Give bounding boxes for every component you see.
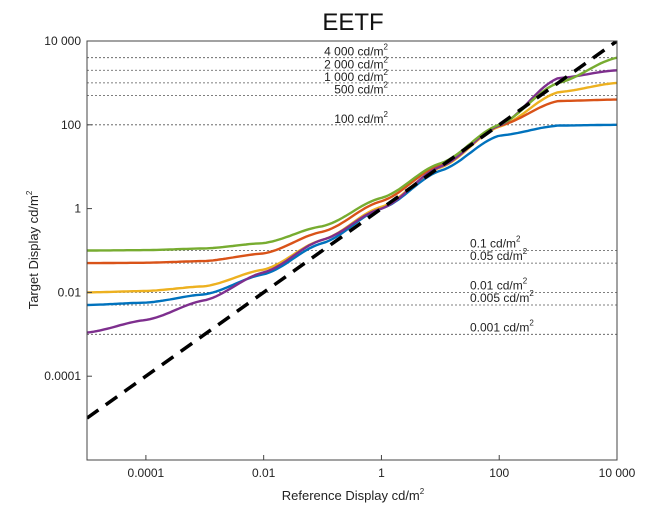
reference-label-sup-1: 2 (384, 55, 389, 64)
y-tick-label-1: 0.01 (58, 285, 82, 299)
chart-title: EETF (322, 9, 383, 36)
reference-label-sup-5: 2 (516, 235, 521, 244)
y-axis-label-sup: 2 (25, 190, 34, 195)
reference-label-sup-8: 2 (529, 289, 534, 298)
series-line-3 (87, 69, 617, 334)
reference-label-sup-7: 2 (523, 276, 528, 285)
reference-label-7: 0.01 cd/m2 (470, 276, 528, 292)
reference-label-sup-4: 2 (384, 110, 389, 119)
reference-label-8: 0.005 cd/m2 (470, 289, 534, 305)
reference-label-sup-2: 2 (384, 68, 389, 77)
reference-label-4: 100 cd/m2 (334, 110, 388, 126)
reference-label-5: 0.1 cd/m2 (470, 235, 521, 251)
reference-label-text-1: 2 000 cd/m (324, 57, 383, 71)
x-axis-label-sup: 2 (420, 487, 425, 496)
reference-label-sup-9: 2 (529, 318, 534, 327)
reference-label-text-2: 1 000 cd/m (324, 70, 383, 84)
reference-label-3: 500 cd/m2 (334, 81, 388, 97)
series-lines (87, 56, 617, 334)
identity-line (87, 41, 617, 420)
reference-label-sup-6: 2 (523, 247, 528, 256)
y-axis-label-text: Target Display cd/m (26, 195, 41, 309)
y-tick-label-2: 1 (74, 202, 81, 216)
reference-label-sup-3: 2 (384, 81, 389, 90)
reference-label-1: 2 000 cd/m2 (324, 55, 388, 71)
reference-label-sup-0: 2 (384, 43, 389, 52)
x-axis-label: Reference Display cd/m2 (282, 487, 425, 503)
y-tick-label-3: 100 (61, 118, 81, 132)
x-tick-label-3: 100 (489, 466, 509, 480)
reference-label-text-4: 100 cd/m (334, 112, 383, 126)
plot-frame (86, 40, 618, 461)
reference-label-text-5: 0.1 cd/m (470, 237, 516, 251)
reference-label-text-6: 0.05 cd/m (470, 249, 523, 263)
reference-label-0: 4 000 cd/m2 (324, 43, 388, 59)
x-tick-label-1: 0.01 (252, 466, 276, 480)
identity-line-group (87, 41, 617, 420)
x-tick-label-0: 0.0001 (128, 466, 165, 480)
reference-label-text-9: 0.001 cd/m (470, 320, 529, 334)
x-tick-label-4: 10 000 (599, 466, 636, 480)
reference-label-6: 0.05 cd/m2 (470, 247, 528, 263)
reference-label-text-7: 0.01 cd/m (470, 278, 523, 292)
series-line-2 (87, 98, 617, 265)
y-axis-label: Target Display cd/m2 (25, 190, 41, 309)
y-tick-label-0: 0.0001 (44, 369, 81, 383)
y-tick-label-4: 10 000 (44, 34, 81, 48)
reference-label-2: 1 000 cd/m2 (324, 68, 388, 84)
reference-label-text-8: 0.005 cd/m (470, 291, 529, 305)
reference-label-text-3: 500 cd/m (334, 83, 383, 97)
axis-ticks: 0.0001 0.01 1 100 10 000 0.0001 0.01 1 100 10 000 (44, 34, 635, 480)
reference-label-9: 0.001 cd/m2 (470, 318, 534, 334)
x-axis-label-text: Reference Display cd/m (282, 488, 420, 503)
series-line-0 (87, 123, 617, 307)
reference-label-text-0: 4 000 cd/m (324, 45, 383, 59)
x-tick-label-2: 1 (378, 466, 385, 480)
reference-lines (87, 57, 617, 335)
